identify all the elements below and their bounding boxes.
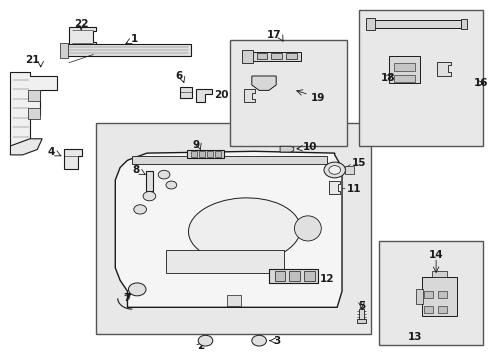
Polygon shape <box>10 139 42 155</box>
Circle shape <box>134 205 146 214</box>
Bar <box>422 277 456 316</box>
Bar <box>378 241 483 345</box>
Text: 4: 4 <box>47 147 55 157</box>
Polygon shape <box>10 72 57 146</box>
Bar <box>251 52 300 61</box>
Text: 10: 10 <box>303 142 317 152</box>
Circle shape <box>324 162 345 178</box>
Circle shape <box>328 166 340 174</box>
Text: 20: 20 <box>214 90 228 100</box>
Bar <box>268 269 317 283</box>
Bar <box>393 63 414 71</box>
Bar <box>358 10 483 146</box>
Circle shape <box>128 283 146 296</box>
Polygon shape <box>280 146 293 152</box>
Text: 7: 7 <box>122 293 130 303</box>
Bar <box>27 90 40 101</box>
Text: 14: 14 <box>428 250 443 260</box>
Polygon shape <box>328 181 339 194</box>
Bar <box>289 271 300 281</box>
Bar <box>424 291 432 298</box>
Bar <box>460 19 467 30</box>
Circle shape <box>165 181 176 189</box>
Circle shape <box>158 170 169 179</box>
Bar <box>256 53 267 59</box>
Bar <box>431 271 446 277</box>
Bar <box>76 46 86 50</box>
Bar <box>271 53 282 59</box>
Bar <box>166 250 283 273</box>
Circle shape <box>198 335 212 346</box>
Text: 21: 21 <box>25 55 40 65</box>
Bar <box>227 296 241 306</box>
Bar <box>393 75 414 82</box>
Bar <box>199 151 205 157</box>
Bar <box>415 289 422 304</box>
Ellipse shape <box>188 198 300 262</box>
Bar <box>285 53 296 59</box>
Text: 1: 1 <box>131 35 138 44</box>
Polygon shape <box>251 76 276 90</box>
Bar <box>437 306 446 313</box>
Bar <box>373 20 461 28</box>
Polygon shape <box>436 62 450 76</box>
Bar <box>187 150 224 158</box>
Bar <box>366 18 374 31</box>
Bar <box>179 87 192 98</box>
Bar <box>64 44 190 56</box>
Text: 18: 18 <box>380 73 395 83</box>
Bar <box>132 156 327 164</box>
Polygon shape <box>243 89 255 102</box>
Bar <box>146 171 153 190</box>
Bar <box>424 306 432 313</box>
Bar <box>96 123 370 334</box>
Text: 15: 15 <box>351 158 366 168</box>
Circle shape <box>251 335 266 346</box>
Bar <box>358 309 364 320</box>
Polygon shape <box>195 89 211 102</box>
Bar <box>191 151 197 157</box>
Bar <box>356 319 365 323</box>
Text: 16: 16 <box>472 78 487 88</box>
Text: 12: 12 <box>320 274 334 284</box>
Bar <box>214 151 221 157</box>
Polygon shape <box>69 27 96 46</box>
Bar <box>304 271 314 281</box>
Bar <box>242 50 252 63</box>
Bar <box>388 56 419 83</box>
Text: 6: 6 <box>175 71 182 81</box>
Polygon shape <box>115 151 341 307</box>
Text: 11: 11 <box>346 184 361 194</box>
Text: 8: 8 <box>132 165 140 175</box>
Bar <box>229 40 346 146</box>
Text: 9: 9 <box>192 140 199 150</box>
Bar <box>274 271 285 281</box>
Bar <box>437 291 446 298</box>
Bar <box>206 151 213 157</box>
Text: 17: 17 <box>266 30 281 40</box>
Text: 13: 13 <box>407 332 422 342</box>
Text: 2: 2 <box>197 341 204 351</box>
Text: 5: 5 <box>357 301 365 311</box>
Circle shape <box>143 192 156 201</box>
Bar <box>27 108 40 119</box>
Bar <box>60 42 68 58</box>
Ellipse shape <box>294 216 321 241</box>
Text: 22: 22 <box>74 19 88 29</box>
Text: 19: 19 <box>310 93 324 103</box>
Text: 3: 3 <box>273 336 281 346</box>
Bar <box>345 166 353 174</box>
Polygon shape <box>64 149 81 169</box>
